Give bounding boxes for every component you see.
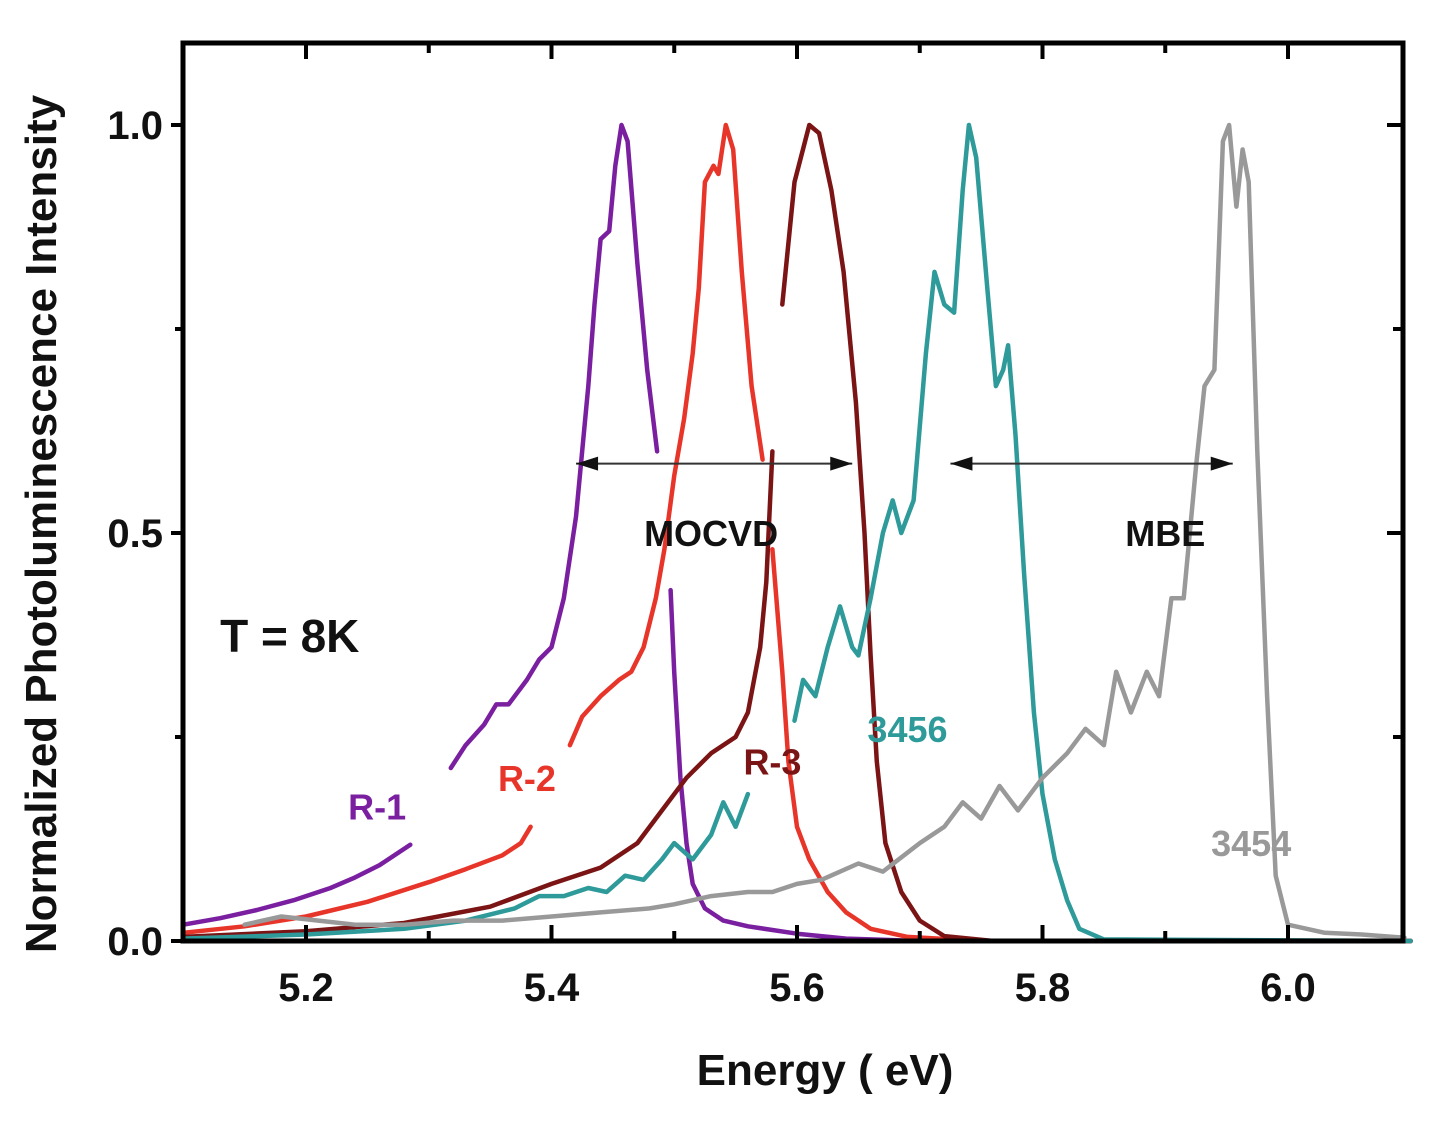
curve-label-3454: 3454 [1211, 823, 1291, 864]
arrow-head-left [950, 456, 973, 471]
x-tick-label: 5.2 [278, 966, 334, 1010]
mocvd-annotation: MOCVD [644, 513, 778, 554]
curve-r-2-segment [770, 547, 1413, 944]
annotation-layer: T = 8K MOCVD MBE R-1 R-2 R-3 3456 3454 [220, 513, 1291, 864]
y-tick-label: 1.0 [107, 104, 163, 148]
curve-r-3-segment [780, 122, 1413, 944]
temperature-annotation: T = 8K [220, 610, 359, 662]
x-tick-label: 5.6 [769, 966, 825, 1010]
y-tick-label: 0.5 [107, 512, 163, 556]
curve-label-r-3: R-3 [743, 741, 801, 782]
curve-3456-segment [180, 791, 751, 941]
mbe-range-arrow [950, 456, 1233, 471]
x-axis-title: Energy ( eV) [697, 1046, 954, 1095]
curve-label-r-2: R-2 [498, 758, 556, 799]
arrow-head-right [830, 456, 853, 471]
arrow-head-right [1210, 456, 1233, 471]
x-tick-label: 5.8 [1015, 966, 1071, 1010]
x-tick-label: 5.4 [524, 966, 580, 1010]
series-r-2 [180, 122, 1413, 944]
series-r-3 [180, 122, 1413, 944]
series-3454 [242, 122, 1407, 940]
curve-r-3-segment [180, 449, 775, 940]
curve-label-r-1: R-1 [348, 786, 406, 827]
curve-r-2-segment [180, 824, 533, 936]
arrow-head-left [576, 456, 599, 471]
x-tick-label: 6.0 [1260, 966, 1316, 1010]
y-axis-title: Normalized Photoluminescence Intensity [17, 94, 66, 953]
tick-layer: 5.2 5.4 5.6 5.8 6.0 0.0 0.5 1.0 [107, 43, 1403, 1010]
mbe-annotation: MBE [1125, 513, 1205, 554]
curve-3456-segment [792, 122, 1413, 944]
curve-r-1-segment [180, 842, 413, 927]
curve-r-2-segment [567, 122, 765, 748]
arrow-layer [576, 456, 1233, 471]
mocvd-range-arrow [576, 456, 853, 471]
label-layer: Energy ( eV) Normalized Photoluminescenc… [17, 94, 953, 1095]
curve-layer [180, 122, 1413, 944]
plot-border [180, 40, 1406, 944]
curve-label-3456: 3456 [867, 709, 947, 750]
plot-frame [180, 40, 1406, 944]
y-tick-label: 0.0 [107, 920, 163, 964]
curve-r-1-segment [448, 122, 660, 771]
curve-3454-segment [242, 122, 1407, 940]
